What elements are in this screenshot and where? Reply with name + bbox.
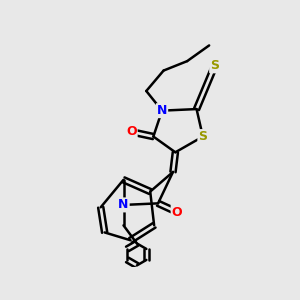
- Text: N: N: [157, 104, 167, 117]
- Text: O: O: [172, 206, 182, 218]
- Text: O: O: [126, 125, 137, 138]
- Text: S: S: [210, 59, 219, 72]
- Text: S: S: [198, 130, 207, 143]
- Text: N: N: [118, 198, 129, 212]
